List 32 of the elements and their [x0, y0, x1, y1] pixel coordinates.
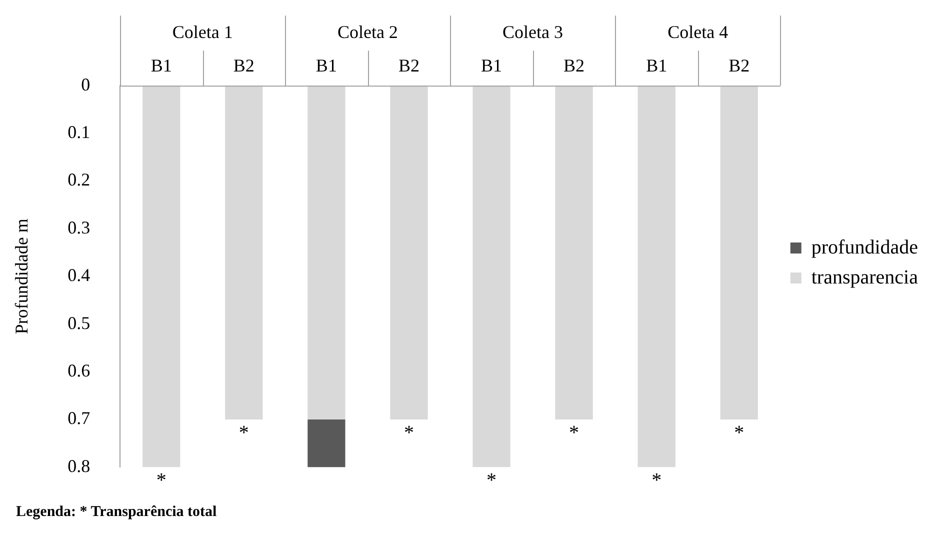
- y-tick-label: 0.8: [68, 456, 90, 476]
- y-axis-title: Profundidade m: [12, 218, 32, 334]
- data-label: *: [238, 422, 249, 444]
- legend-label: transparencia: [811, 266, 918, 288]
- y-tick-label: 0.7: [68, 408, 90, 428]
- x-tick-label: B1: [646, 56, 668, 76]
- data-label: *: [404, 422, 414, 444]
- data-label: *: [652, 469, 662, 492]
- data-label: *: [486, 469, 496, 492]
- x-tick-label: B1: [316, 56, 337, 76]
- data-label: *: [156, 469, 166, 492]
- y-tick-label: 0.5: [68, 312, 90, 333]
- x-tick-label: B1: [480, 56, 502, 76]
- x-tick-label: B2: [233, 56, 254, 76]
- text: Coleta 4: [668, 22, 728, 42]
- y-tick-label: 0.6: [68, 360, 90, 381]
- text: Coleta 3: [502, 22, 564, 42]
- y-tick-label: 0.1: [68, 122, 90, 142]
- x-tick-label: B2: [564, 56, 585, 76]
- y-tick-label: 0: [81, 74, 90, 94]
- text: Legenda: * Transparência total: [16, 504, 217, 521]
- y-tick-label: 0.4: [68, 265, 90, 286]
- data-label: *: [734, 422, 744, 444]
- x-tick-label: B2: [398, 56, 420, 76]
- x-tick-label: B2: [728, 56, 750, 76]
- text: Coleta 1: [172, 22, 233, 42]
- y-tick-label: 0.2: [68, 170, 90, 190]
- data-label: *: [569, 422, 580, 444]
- x-tick-label: B1: [150, 56, 172, 76]
- y-tick-label: 0.3: [68, 217, 90, 238]
- text: Coleta 2: [337, 22, 398, 42]
- legend-label: profundidade: [811, 236, 918, 258]
